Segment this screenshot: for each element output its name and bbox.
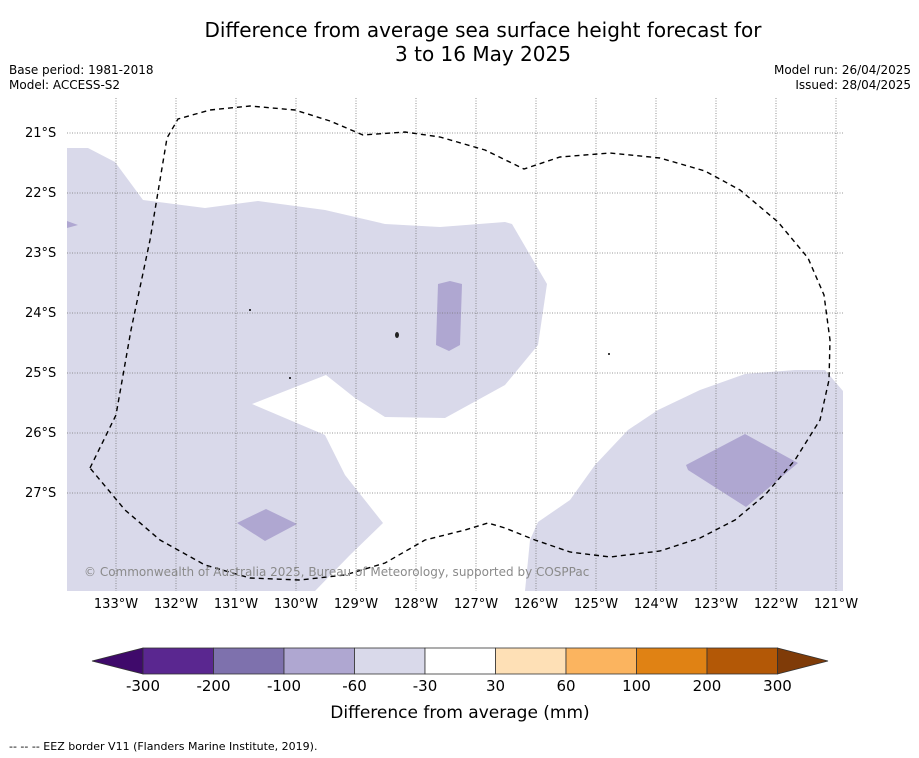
longitude-gridlines: [115, 98, 837, 591]
map-plot-area: [67, 98, 843, 591]
anomaly-region-light: [67, 148, 843, 591]
anomaly-patch-southwest: [237, 509, 297, 541]
lon-label: 126°W: [513, 597, 559, 612]
lon-label: 132°W: [153, 597, 199, 612]
colorbar-segment: [706, 647, 778, 675]
colorbar-segment: [636, 647, 708, 675]
colorbar-tick: 300: [763, 677, 792, 695]
colorbar-tick: -60: [342, 677, 367, 695]
issued-date: Issued: 28/04/2025: [795, 78, 911, 92]
run-info-left: Base period: 1981-2018 Model: ACCESS-S2: [9, 63, 154, 93]
lat-label: 26°S: [25, 426, 57, 441]
lon-label: 121°W: [813, 597, 859, 612]
lat-label: 23°S: [25, 246, 57, 261]
run-info-right: Model run: 26/04/2025 Issued: 28/04/2025: [774, 63, 911, 93]
colorbar-tick: 200: [692, 677, 722, 695]
anomaly-patch-southeast: [686, 434, 798, 507]
lon-label: 123°W: [693, 597, 739, 612]
colorbar-segment: [565, 647, 637, 675]
lon-label: 124°W: [633, 597, 679, 612]
colorbar-segment: [142, 647, 214, 675]
colorbar-segment: [283, 647, 355, 675]
eez-legend-footnote: -- -- -- EEZ border V11 (Flanders Marine…: [9, 740, 318, 753]
lon-label: 131°W: [213, 597, 259, 612]
lon-label: 133°W: [93, 597, 139, 612]
anomaly-patch-center: [436, 281, 462, 351]
island-marker: [249, 309, 251, 311]
lon-label: 128°W: [393, 597, 439, 612]
colorbar-tick: -300: [125, 677, 161, 695]
lat-label: 25°S: [25, 366, 57, 381]
model-name: Model: ACCESS-S2: [9, 78, 121, 92]
map-title: Difference from average sea surface heig…: [0, 18, 919, 66]
colorbar: [91, 647, 829, 675]
lon-label: 127°W: [453, 597, 499, 612]
colorbar-extend-low: [91, 647, 144, 675]
colorbar-segment: [354, 647, 426, 675]
island-marker: [608, 353, 610, 355]
anomaly-patch-west-edge: [67, 221, 78, 228]
lat-label: 27°S: [25, 486, 57, 501]
title-line-1: Difference from average sea surface heig…: [204, 18, 762, 42]
colorbar-segment: [424, 647, 496, 675]
base-period: Base period: 1981-2018: [9, 63, 154, 77]
lon-label: 129°W: [333, 597, 379, 612]
island-marker: [289, 377, 291, 379]
lat-label: 21°S: [25, 126, 57, 141]
colorbar-segment: [495, 647, 567, 675]
lon-label: 122°W: [753, 597, 799, 612]
colorbar-tick: 30: [485, 677, 506, 695]
title-line-2: 3 to 16 May 2025: [395, 42, 571, 66]
colorbar-label: Difference from average (mm): [330, 703, 590, 723]
colorbar-tick: 100: [622, 677, 651, 695]
lat-label: 22°S: [25, 186, 57, 201]
colorbar-tick: 60: [556, 677, 576, 695]
colorbar-tick: -200: [196, 677, 231, 695]
colorbar-segment: [213, 647, 285, 675]
colorbar-extend-high: [777, 647, 829, 675]
colorbar-tick: -30: [412, 677, 438, 695]
latitude-gridlines: [67, 132, 843, 494]
lon-label: 130°W: [273, 597, 319, 612]
copyright-notice: © Commonwealth of Australia 2025, Bureau…: [84, 565, 590, 579]
colorbar-tick: -100: [266, 677, 302, 695]
island-marker: [395, 332, 399, 338]
lat-label: 24°S: [25, 306, 57, 321]
model-run-date: Model run: 26/04/2025: [773, 63, 911, 77]
lon-label: 125°W: [573, 597, 619, 612]
